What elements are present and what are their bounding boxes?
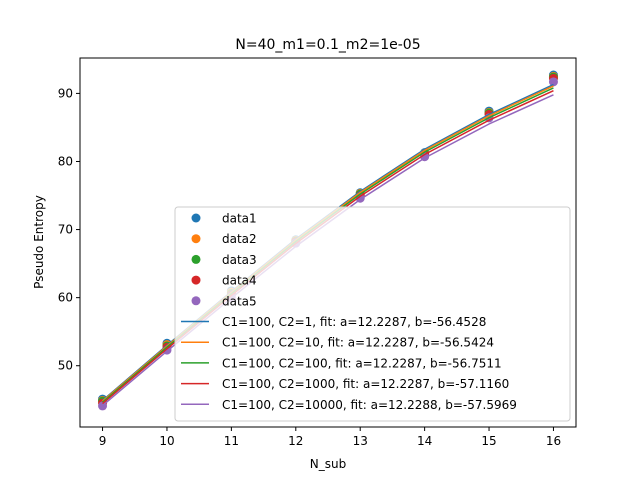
legend-marker-data5 <box>191 296 201 306</box>
axes-frame <box>79 57 577 428</box>
x-axis-label: N_sub <box>310 457 346 471</box>
x-tick-label-14: 14 <box>417 434 432 448</box>
x-tick-label-10: 10 <box>159 434 174 448</box>
legend-label-fit-5: C1=100, C2=10000, fit: a=12.2288, b=-57.… <box>222 398 517 412</box>
legend-label-data1: data1 <box>222 212 257 226</box>
y-tick-label-70: 70 <box>58 223 73 237</box>
x-tick-label-16: 16 <box>546 434 561 448</box>
legend-label-data3: data3 <box>222 253 257 267</box>
legend-label-fit-1: C1=100, C2=1, fit: a=12.2287, b=-56.4528 <box>222 315 486 329</box>
y-tick-label-60: 60 <box>58 291 73 305</box>
chart-title: N=40_m1=0.1_m2=1e-05 <box>235 37 420 53</box>
legend-label-fit-3: C1=100, C2=100, fit: a=12.2287, b=-56.75… <box>222 356 502 370</box>
legend-label-data5: data5 <box>222 294 257 308</box>
x-tick-label-11: 11 <box>224 434 239 448</box>
y-tick-label-90: 90 <box>58 86 73 100</box>
legend-label-fit-2: C1=100, C2=10, fit: a=12.2287, b=-56.542… <box>222 336 494 350</box>
scatter-point-data5-7 <box>548 77 558 87</box>
axes: 9 10 11 12 13 14 15 16 50 60 70 80 90 <box>58 57 577 448</box>
legend-label-data4: data4 <box>222 274 257 288</box>
legend: data1 data2 data3 data4 data5 C1=100, C2=1, f… <box>174 206 571 422</box>
y-axis-label: Pseudo Entropy <box>32 195 46 289</box>
legend-marker-data1 <box>191 213 201 223</box>
legend-marker-data2 <box>191 234 201 244</box>
legend-marker-data4 <box>191 275 201 285</box>
x-tick-label-13: 13 <box>353 434 368 448</box>
legend-box <box>174 206 571 422</box>
legend-label-data2: data2 <box>222 232 257 246</box>
legend-label-fit-4: C1=100, C2=1000, fit: a=12.2287, b=-57.1… <box>222 377 509 391</box>
x-tick-label-12: 12 <box>288 434 303 448</box>
legend-marker-data3 <box>191 254 201 264</box>
y-tick-label-80: 80 <box>58 154 73 168</box>
x-tick-label-15: 15 <box>481 434 496 448</box>
x-tick-label-9: 9 <box>99 434 107 448</box>
y-tick-label-50: 50 <box>58 359 73 373</box>
